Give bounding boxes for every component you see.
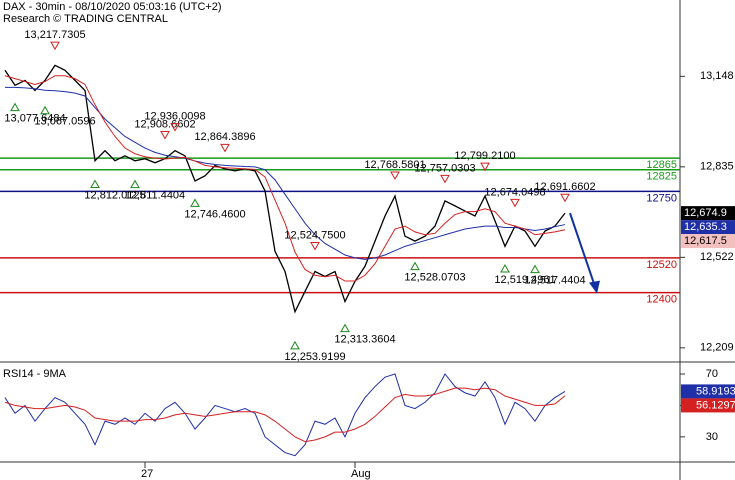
low-marker	[530, 264, 540, 274]
annotation-label: 12,746.4600	[184, 208, 245, 220]
chart-title: DAX - 30min - 08/10/2020 05:03:16 (UTC+2…	[3, 1, 222, 13]
last-value-box	[681, 220, 735, 235]
low-marker	[500, 264, 510, 273]
series-line	[4, 387, 566, 443]
last-value-label: 56.1297	[696, 399, 735, 411]
low-marker	[10, 102, 20, 112]
low-marker	[190, 198, 200, 207]
low-marker	[90, 179, 100, 188]
annotation-label: 12,864.3896	[194, 131, 255, 143]
low-marker	[290, 340, 300, 350]
high-marker	[440, 174, 450, 184]
forecast-arrow	[569, 212, 596, 287]
level-label: 12825	[646, 171, 677, 183]
low-marker	[130, 179, 140, 189]
y-tick-label: 13,148	[700, 70, 734, 82]
annotation-label: 12,799.2100	[454, 150, 515, 162]
last-value-label: 12,617.5	[684, 235, 727, 247]
level-label: 12520	[646, 259, 677, 271]
y-tick-label: 12,835	[700, 161, 734, 173]
level-label: 12750	[646, 192, 677, 204]
annotation-label: 12,768.5801	[364, 159, 425, 171]
overlay: 12,20912,52212,83513,14830507027Aug12,67…	[141, 70, 735, 480]
annotation-label: 12,517.4404	[524, 275, 585, 287]
high-marker	[160, 131, 170, 140]
y-tick-label: 12,209	[700, 342, 734, 354]
annotation-label: 12,691.6602	[534, 181, 595, 193]
annotation-label: 13,217.7305	[24, 29, 85, 41]
annotation-label: 12,524.7500	[284, 229, 345, 241]
annotation-label: 12,812.0125	[84, 189, 145, 201]
high-marker	[50, 41, 60, 51]
last-value-box	[681, 234, 735, 249]
rsi-title: RSI14 - 9MA	[3, 368, 67, 380]
high-marker	[560, 193, 570, 203]
annotation-label: 12,936.0098	[144, 111, 205, 123]
high-marker	[480, 162, 490, 172]
annotation-label: 13,077.6484	[4, 113, 65, 125]
high-marker	[170, 123, 180, 132]
annotation-label: 12,757.0303	[414, 162, 475, 174]
last-value-label: 12,635.3	[684, 221, 727, 233]
annotation-label: 12,519.4961	[494, 274, 555, 286]
last-value-box	[681, 398, 735, 413]
high-marker	[510, 198, 520, 208]
forecast-arrowhead	[589, 280, 600, 294]
level-label: 12865	[646, 159, 677, 171]
annotation-label: 12,253.9199	[284, 351, 345, 363]
level-label: 12400	[646, 294, 677, 306]
series-line	[4, 373, 566, 457]
low-marker	[410, 261, 420, 271]
low-marker	[40, 105, 50, 115]
y-tick-label: 12,522	[700, 251, 734, 263]
y-tick-label: 30	[706, 431, 718, 443]
high-marker	[310, 242, 320, 251]
high-marker	[220, 143, 230, 153]
annotation-label: 12,528.0703	[404, 271, 465, 283]
x-tick-label: Aug	[351, 468, 371, 480]
last-value-label: 12,674.9	[684, 207, 727, 219]
low-marker	[340, 323, 350, 333]
annotation-label: 12,674.0498	[484, 186, 545, 198]
chart-subtitle: Research © TRADING CENTRAL	[3, 13, 168, 25]
series-line	[4, 64, 566, 314]
y-tick-label: 70	[706, 368, 718, 380]
last-value-box	[681, 384, 735, 399]
annotation-label: 13,067.0596	[34, 116, 95, 128]
annotation-label: 12,313.3604	[334, 334, 395, 346]
last-value-label: 58.9193	[696, 385, 735, 397]
x-tick-label: 27	[141, 468, 153, 480]
annotation-label: 12,811.4404	[125, 190, 185, 202]
annotation-label: 12,908.6602	[134, 118, 195, 130]
last-value-box	[681, 206, 735, 221]
high-marker	[390, 171, 400, 181]
rsi-panel	[4, 373, 566, 457]
series-line	[4, 75, 566, 282]
